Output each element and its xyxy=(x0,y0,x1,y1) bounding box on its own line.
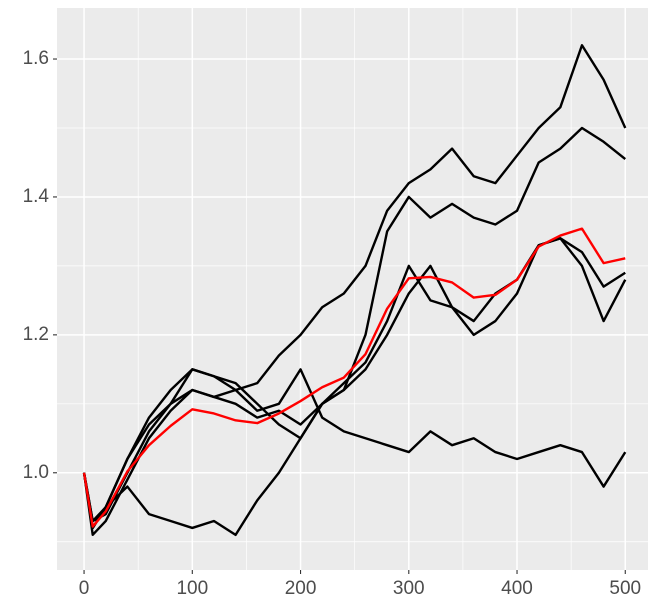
panel xyxy=(57,8,648,570)
x-tick-label: 200 xyxy=(285,578,317,599)
series-line xyxy=(82,44,627,530)
x-tick-label: 500 xyxy=(609,578,641,599)
series-line xyxy=(82,227,626,528)
y-tick-label: 1.6 xyxy=(23,48,49,69)
y-tick-label: 1.4 xyxy=(23,186,50,207)
y-tick-label: 1.2 xyxy=(23,324,49,345)
x-tick-label: 100 xyxy=(176,578,208,599)
x-tick-label: 400 xyxy=(501,578,533,599)
y-tick-label: 1.0 xyxy=(23,462,49,483)
x-tick-label: 300 xyxy=(393,578,425,599)
series-line xyxy=(82,368,627,537)
x-tick-label: 0 xyxy=(79,578,90,599)
series-line xyxy=(82,237,627,537)
